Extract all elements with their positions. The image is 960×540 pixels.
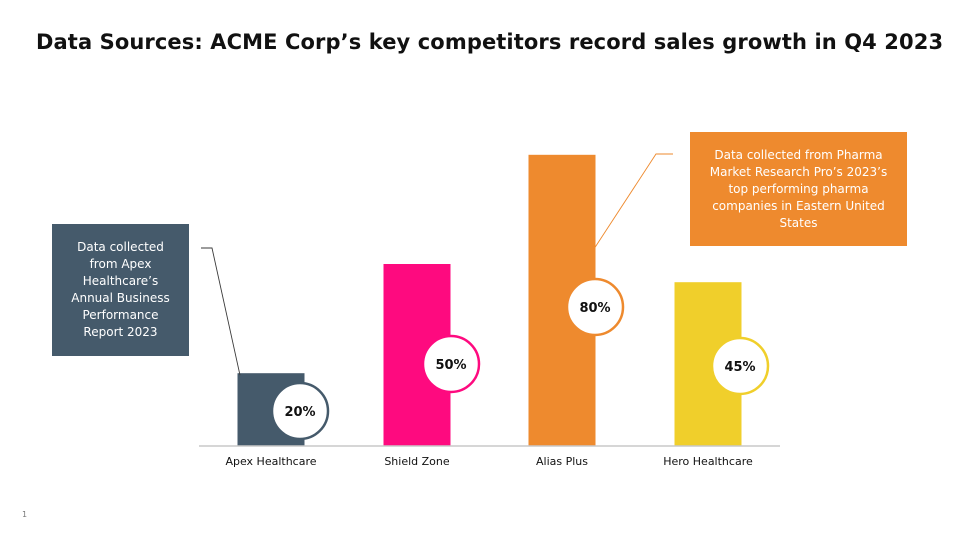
x-tick-label-apex-healthcare: Apex Healthcare <box>225 455 316 468</box>
callout-pharma-source: Data collected from Pharma Market Resear… <box>690 132 907 246</box>
x-tick-label-shield-zone: Shield Zone <box>384 455 450 468</box>
data-label-shield-zone: 50% <box>435 358 466 373</box>
value-badge-hero-healthcare <box>710 336 770 396</box>
callout-apex-source: Data collected from Apex Healthcare’s An… <box>52 224 189 356</box>
data-label-hero-healthcare: 45% <box>724 360 755 375</box>
slide-title: Data Sources: ACME Corp’s key competitor… <box>36 30 944 54</box>
x-tick-label-hero-healthcare: Hero Healthcare <box>663 455 753 468</box>
value-badge-alias-plus <box>565 277 625 337</box>
data-label-apex-healthcare: 20% <box>284 405 315 420</box>
value-badge-apex-healthcare <box>270 381 330 441</box>
x-tick-label-alias-plus: Alias Plus <box>536 455 588 468</box>
data-label-alias-plus: 80% <box>579 301 610 316</box>
leader-line-apex <box>201 247 241 376</box>
leader-line-alias <box>591 153 673 253</box>
page-number: 1 <box>22 510 28 519</box>
value-badge-shield-zone <box>421 334 481 394</box>
